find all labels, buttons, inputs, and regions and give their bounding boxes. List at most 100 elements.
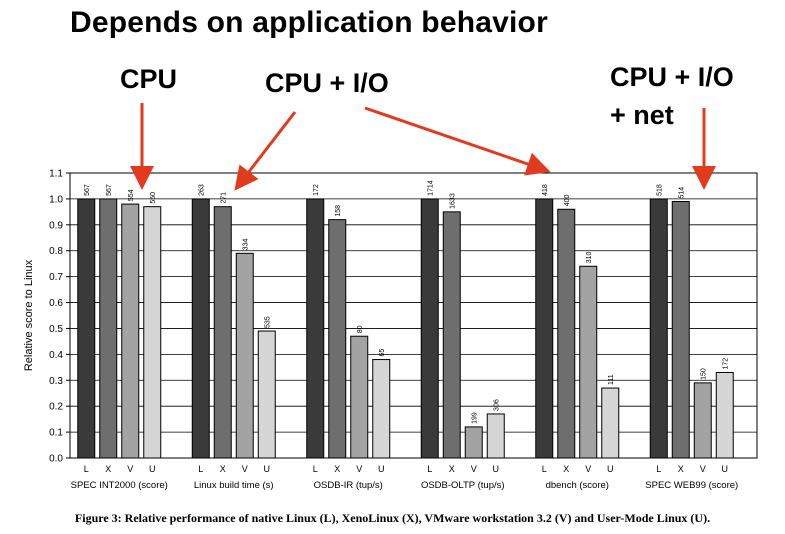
callout-net-line1: CPU + I/O <box>610 62 734 92</box>
bar <box>693 382 712 459</box>
bar <box>442 211 461 459</box>
y-tick-label: 0.2 <box>49 402 63 413</box>
y-tick-label: 0.5 <box>49 324 63 335</box>
bar-letter-label: V <box>471 464 477 474</box>
bar-letter-label: X <box>563 464 569 474</box>
group-label: dbench (score) <box>546 480 609 491</box>
bar <box>99 198 118 459</box>
group-label: OSDB-IR (tup/s) <box>314 480 383 491</box>
bar-value-label: 263 <box>198 184 205 196</box>
slide-title: Depends on application behavior <box>70 6 548 39</box>
bar <box>535 198 554 459</box>
bar-value-label: 111 <box>608 374 615 385</box>
bar <box>601 387 620 459</box>
bar-value-label: 567 <box>84 184 91 196</box>
bar-letter-label: U <box>264 464 271 474</box>
bar <box>191 198 210 459</box>
bar-letter-label: X <box>449 464 455 474</box>
bar-value-label: 400 <box>564 194 571 206</box>
bar-value-label: 172 <box>313 184 320 196</box>
bar-value-label: 158 <box>335 205 342 217</box>
bar-value-label: 271 <box>220 192 227 204</box>
y-axis-label: Relative score to Linux <box>23 259 35 371</box>
y-tick-label: 0.7 <box>49 272 63 283</box>
y-tick-label: 0.4 <box>49 350 63 361</box>
bar <box>328 219 347 459</box>
figure-caption: Figure 3: Relative performance of native… <box>74 511 711 525</box>
bar <box>213 206 232 459</box>
bar-letter-label: V <box>585 464 591 474</box>
callout-net-line2: + net <box>610 100 674 130</box>
bar <box>143 206 162 459</box>
bar-value-label: 1633 <box>449 193 456 209</box>
bar <box>486 413 505 459</box>
y-tick-label: 1.1 <box>49 169 63 180</box>
bar <box>350 335 369 459</box>
bar-value-label: 306 <box>493 399 500 411</box>
bar-value-label: 550 <box>150 192 157 204</box>
bar-letter-label: V <box>700 464 706 474</box>
bar-letter-label: L <box>198 464 203 474</box>
bar-letter-label: X <box>678 464 684 474</box>
bar-letter-label: L <box>542 464 547 474</box>
bar-value-label: 150 <box>700 368 707 380</box>
y-tick-label: 0.8 <box>49 246 63 257</box>
bar-value-label: 80 <box>357 325 364 333</box>
bar-letter-label: U <box>149 464 156 474</box>
bar <box>671 201 690 459</box>
bar-value-label: 418 <box>542 184 549 196</box>
bar-value-label: 172 <box>722 358 729 370</box>
y-tick-label: 0.9 <box>49 220 63 231</box>
bar-letter-label: V <box>356 464 362 474</box>
bar-value-label: 535 <box>264 316 271 328</box>
bar <box>715 372 734 459</box>
bar <box>579 265 598 459</box>
bar <box>257 330 276 459</box>
bar <box>306 198 325 459</box>
bar-value-label: 554 <box>128 189 135 201</box>
bar-letter-label: U <box>607 464 614 474</box>
bar-value-label: 1714 <box>427 180 434 196</box>
bar-letter-label: L <box>84 464 89 474</box>
bar-letter-label: L <box>313 464 318 474</box>
callout-cpu-io: CPU + I/O <box>265 68 389 98</box>
bar-letter-label: V <box>127 464 133 474</box>
bar-value-label: 199 <box>471 412 478 424</box>
group-label: OSDB-OLTP (tup/s) <box>421 480 505 491</box>
arrow-cpu-io-left <box>234 111 297 191</box>
bar-value-label: 310 <box>586 251 593 263</box>
group-label: Linux build time (s) <box>194 480 274 491</box>
plot-frame <box>69 172 758 459</box>
bar <box>372 359 391 459</box>
y-tick-label: 0.1 <box>49 428 63 439</box>
bar <box>557 208 576 459</box>
y-tick-label: 0.6 <box>49 298 63 309</box>
bar-value-label: 65 <box>379 349 386 357</box>
bar-letter-label: X <box>105 464 111 474</box>
group-label: SPEC INT2000 (score) <box>71 480 168 491</box>
bar <box>464 426 483 459</box>
bar-letter-label: U <box>378 464 385 474</box>
group-label: SPEC WEB99 (score) <box>645 480 738 491</box>
bar-letter-label: V <box>242 464 248 474</box>
bar-value-label: 514 <box>678 187 685 199</box>
callout-cpu: CPU <box>120 64 178 94</box>
bar <box>121 203 140 459</box>
bar <box>77 198 96 459</box>
bar <box>649 198 668 459</box>
bar-letter-label: U <box>493 464 500 474</box>
bar-letter-label: L <box>656 464 661 474</box>
y-tick-label: 1.0 <box>49 194 63 205</box>
y-tick-label: 0.0 <box>49 454 63 465</box>
bar-value-label: 518 <box>656 184 663 196</box>
bar-letter-label: U <box>722 464 729 474</box>
bar-letter-label: L <box>427 464 432 474</box>
callout-cpu-io-net: CPU + I/O + net <box>610 58 734 134</box>
y-tick-label: 0.3 <box>49 376 63 387</box>
bar-letter-label: X <box>334 464 340 474</box>
bar-letter-label: X <box>220 464 226 474</box>
arrow-cpu-io-right <box>364 106 551 176</box>
bar-value-label: 334 <box>242 239 249 251</box>
bar <box>235 252 254 459</box>
